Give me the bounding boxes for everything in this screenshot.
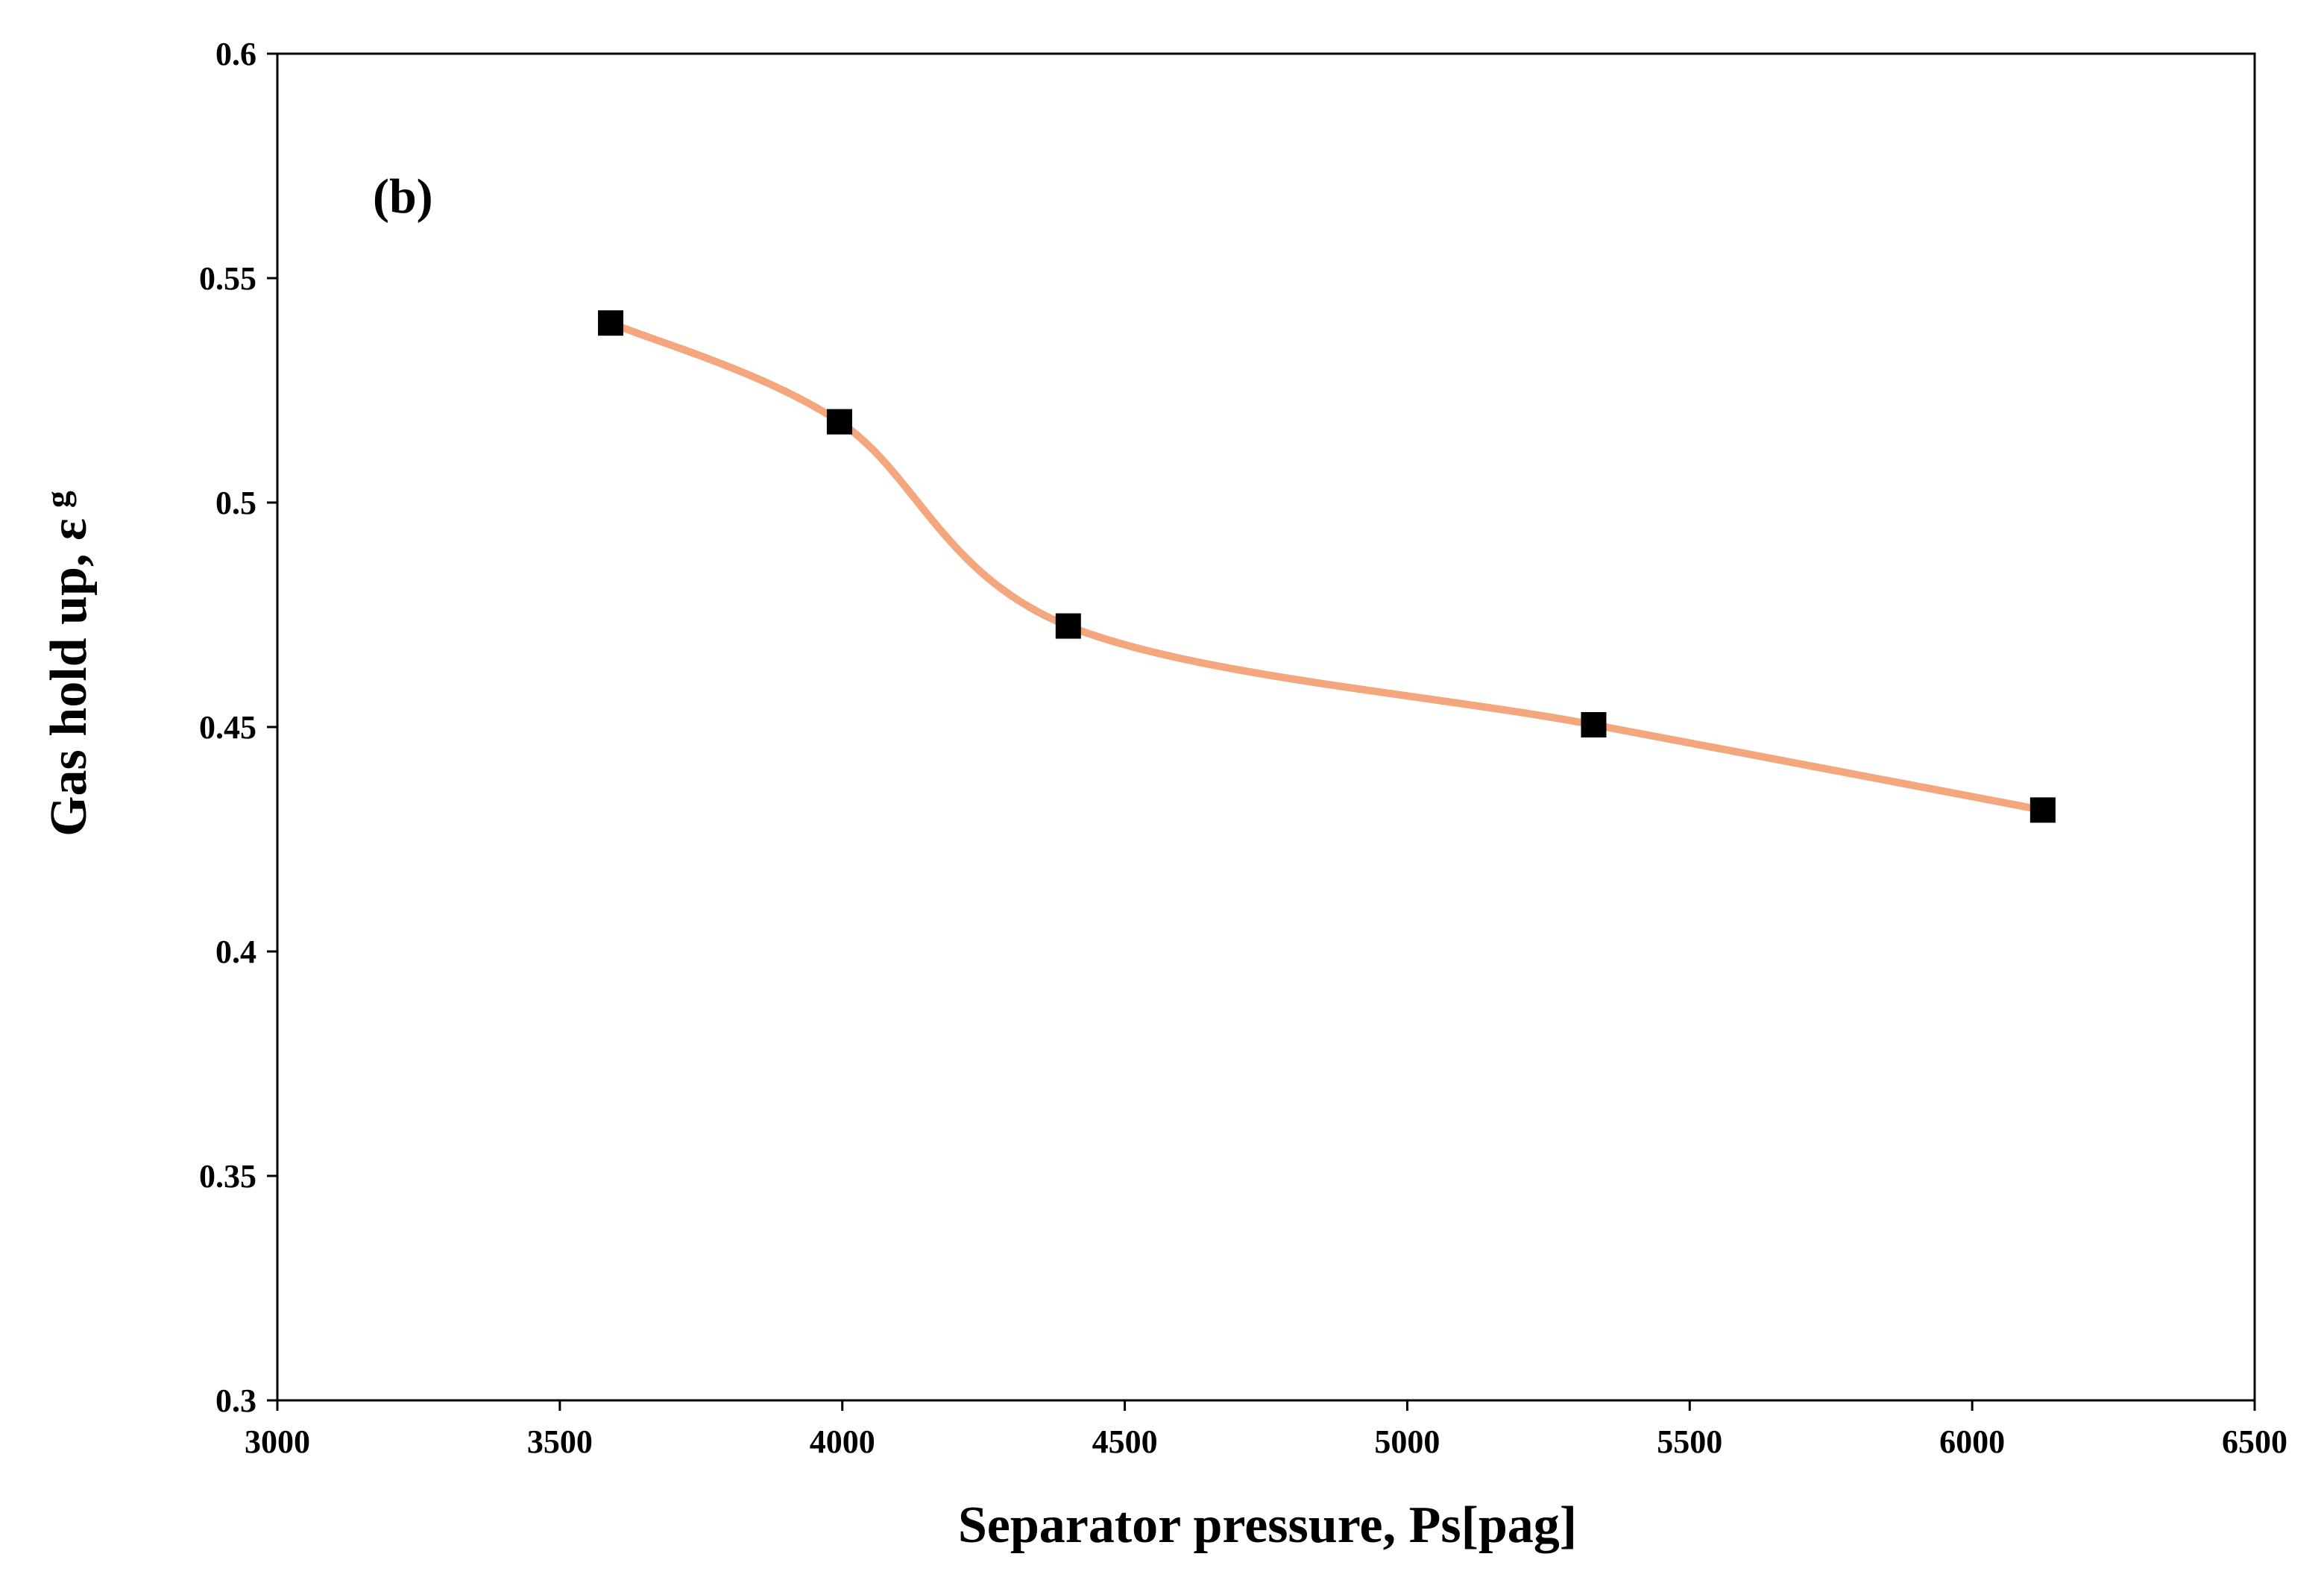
x-tick-label: 5000 [1374, 1423, 1440, 1460]
x-tick-label: 6000 [1939, 1423, 2005, 1460]
y-tick-label: 0.6 [215, 36, 256, 72]
series-line [607, 319, 2047, 814]
data-point-marker [826, 409, 852, 435]
y-axis-title-symbol: ε [40, 518, 98, 541]
y-tick-label: 0.55 [199, 260, 256, 297]
y-tick-label: 0.35 [199, 1158, 256, 1195]
y-tick-label: 0.5 [215, 485, 256, 521]
x-axis-title: Separator pressure, Ps[pag] [958, 1497, 1577, 1554]
y-tick-label: 0.4 [215, 934, 256, 970]
data-markers [598, 310, 2056, 823]
x-tick-label: 5500 [1657, 1423, 1722, 1460]
y-axis-title: Gas hold up, εg [39, 491, 98, 837]
y-axis-ticks: 0.3 0.35 0.4 0.45 0.5 0.55 0.6 [199, 36, 277, 1419]
x-tick-label: 4500 [1092, 1423, 1158, 1460]
y-axis-title-subscript: g [39, 491, 77, 508]
data-point-marker [598, 310, 624, 336]
data-point-marker [2029, 797, 2056, 823]
data-point-marker [1055, 613, 1081, 639]
x-tick-label: 6500 [2222, 1423, 2287, 1460]
x-tick-label: 3500 [527, 1423, 593, 1460]
y-tick-label: 0.45 [199, 709, 256, 746]
x-tick-label: 4000 [810, 1423, 875, 1460]
x-axis-ticks: 3000 3500 4000 4500 5000 5500 6000 6500 [245, 1400, 2287, 1460]
panel-annotation: (b) [373, 169, 433, 224]
data-point-marker [1581, 711, 1607, 737]
y-axis-title-main: Gas hold up, [40, 541, 98, 837]
y-tick-label: 0.3 [215, 1382, 256, 1419]
x-tick-label: 3000 [245, 1423, 310, 1460]
